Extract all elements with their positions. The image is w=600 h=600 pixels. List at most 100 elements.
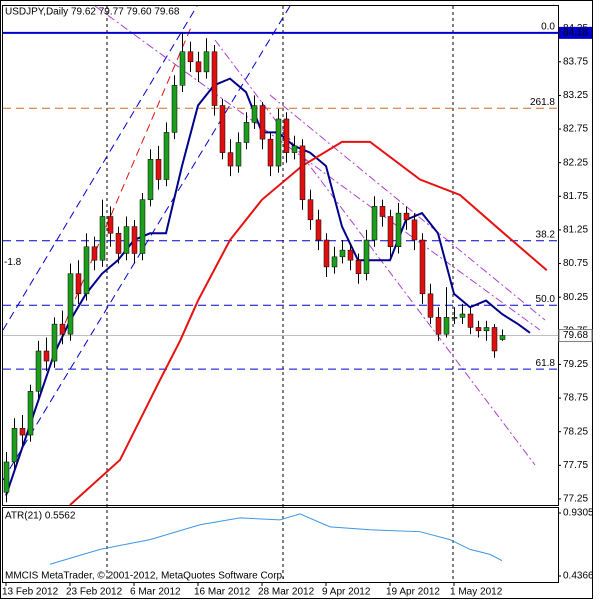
candle-body: [3, 461, 10, 493]
x-tick-label: 6 Mar 2012: [130, 587, 181, 598]
candle-body: [107, 216, 114, 234]
candle-body: [91, 246, 98, 261]
candle-body: [387, 216, 394, 247]
candle-body: [323, 239, 330, 268]
period-separators: [106, 6, 454, 582]
fib-label: 50.0: [536, 294, 556, 305]
candle-body: [139, 199, 146, 254]
price-box-label: 79.68: [563, 330, 588, 341]
candle-body: [179, 51, 186, 86]
candle-body: [195, 61, 202, 73]
channel-line: [2, 5, 291, 481]
y-tick-label: 80.75: [563, 258, 588, 269]
channel-line: [214, 39, 536, 466]
y-tick-label: 79.25: [563, 359, 588, 370]
y-tick-label: 82.75: [563, 124, 588, 135]
candle-body: [419, 239, 426, 295]
price-box: [558, 329, 593, 343]
candle-body: [11, 428, 18, 463]
candle-body: [299, 145, 306, 200]
candle-body: [459, 313, 466, 318]
y-tick-label: 82.25: [563, 157, 588, 168]
x-tick-label: 16 Mar 2012: [194, 587, 251, 598]
candle-body: [499, 335, 506, 340]
candle-body: [291, 145, 298, 153]
y-tick-label: 83.25: [563, 90, 588, 101]
y-tick-label: 77.75: [563, 460, 588, 471]
channel-line: [2, 5, 198, 331]
y-tick-label: 80.25: [563, 292, 588, 303]
candle-body: [475, 327, 482, 332]
x-tick-label: 28 Mar 2012: [258, 587, 315, 598]
y-tick-label: 78.75: [563, 393, 588, 404]
candle-body: [19, 428, 26, 436]
candle-body: [51, 323, 58, 362]
atr-frame: [2, 507, 559, 583]
candle-body: [467, 313, 474, 328]
candle-body: [491, 327, 498, 352]
candle-body: [267, 138, 274, 167]
candle-body: [283, 118, 290, 153]
candle-body: [427, 293, 434, 318]
candle-body: [203, 51, 210, 73]
x-tick-label: 13 Feb 2012: [2, 587, 59, 598]
channel-line: [94, 5, 541, 331]
candle-body: [331, 256, 338, 268]
candle-body: [219, 105, 226, 153]
candle-body: [43, 350, 50, 362]
candle-body: [379, 206, 386, 217]
candle-body: [155, 159, 162, 180]
chart-title: USDJPY,Daily 79.62 79.77 79.60 79.68: [5, 7, 180, 18]
x-tick-label: 23 Feb 2012: [66, 587, 123, 598]
candle-body: [123, 226, 130, 254]
main-frame: [2, 5, 559, 506]
fib-label: 0.0: [541, 22, 555, 33]
candle-body: [443, 317, 450, 335]
x-tick-label: 19 Apr 2012: [386, 587, 440, 598]
x-tick-label: 1 May 2012: [450, 587, 503, 598]
candle-body: [227, 152, 234, 167]
candle-body: [251, 105, 258, 123]
candle-body: [435, 317, 442, 335]
candle-body: [339, 249, 346, 258]
atr-title: ATR(21) 0.5562: [5, 511, 76, 522]
candle-body: [59, 323, 66, 335]
channel-line: [59, 24, 193, 336]
candle-body: [315, 219, 322, 241]
y-tick-label: 81.75: [563, 191, 588, 202]
channel-line: [269, 94, 546, 321]
candle-body: [259, 105, 266, 140]
candle-body: [35, 350, 42, 392]
indicator-line: [69, 140, 548, 506]
y-tick-label: 78.25: [563, 426, 588, 437]
candle-body: [99, 216, 106, 261]
candle-body: [163, 132, 170, 180]
indicator-line: [5, 77, 531, 496]
candle-body: [483, 327, 490, 332]
candle-body: [395, 212, 402, 247]
candle-body: [235, 142, 242, 167]
fib-label: 38.2: [536, 229, 556, 240]
candle-body: [411, 219, 418, 241]
candle-body: [115, 233, 122, 254]
price-box: [559, 26, 592, 39]
candle-body: [403, 212, 410, 221]
candle-body: [171, 85, 178, 133]
candle-body: [275, 118, 282, 167]
candle-body: [83, 246, 90, 295]
candle-body: [187, 51, 194, 63]
y-tick-label: 77.25: [563, 494, 588, 505]
candle-body: [147, 159, 154, 200]
candle-body: [243, 122, 250, 143]
copyright: MMCIS MetaTrader, © 2001-2012, MetaQuote…: [5, 571, 285, 582]
candle-body: [451, 317, 458, 319]
fib-label: 261.8: [530, 97, 555, 108]
annotation: -1.8: [4, 257, 22, 268]
candle-body: [27, 391, 34, 436]
candle-body: [67, 273, 74, 335]
candle-body: [371, 206, 378, 241]
y-tick-label: 0.9305: [563, 508, 594, 519]
